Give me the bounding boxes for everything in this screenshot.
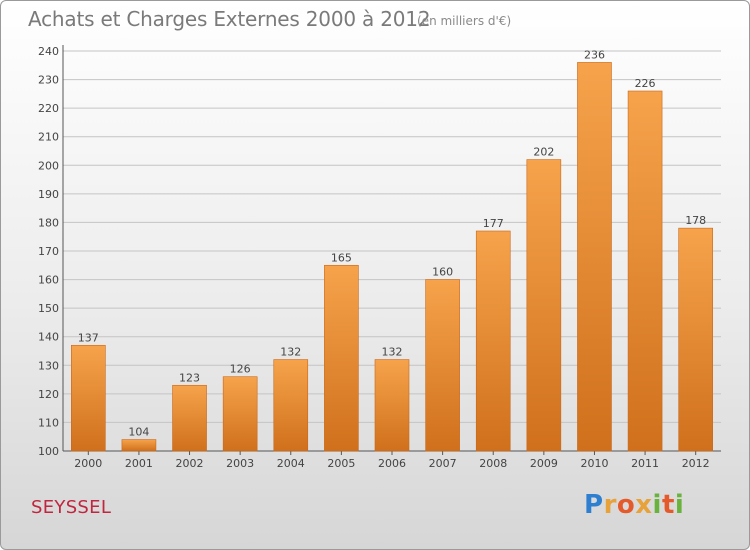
chart-subtitle: (en milliers d'€) [417,14,512,28]
x-tick-label-2011: 2011 [631,457,659,470]
value-label-2002: 123 [179,371,200,384]
y-tick-label: 160 [38,274,59,287]
bar-2011 [627,90,663,452]
value-label-2000: 137 [78,331,99,344]
value-label-2007: 160 [432,266,453,279]
value-label-2004: 132 [280,346,301,359]
value-label-2006: 132 [382,346,403,359]
value-label-2009: 202 [533,146,554,159]
x-tick-label-2005: 2005 [327,457,355,470]
y-tick-label: 230 [38,74,59,87]
x-tick-label-2006: 2006 [378,457,406,470]
chart-title: Achats et Charges Externes 2000 à 2012 [28,7,431,31]
bar-2012 [678,227,713,452]
value-label-2001: 104 [128,426,149,439]
bar-2002 [172,384,207,452]
x-tick-label-2000: 2000 [74,457,102,470]
x-tick-label-2009: 2009 [530,457,558,470]
y-tick-label: 100 [38,445,59,458]
y-tick-label: 120 [38,388,59,401]
y-tick-label: 210 [38,131,59,144]
bar-2004 [273,359,309,452]
y-tick-label: 130 [38,359,59,372]
bar-2000 [71,344,106,452]
x-tick-label-2012: 2012 [682,457,710,470]
x-tick-label-2007: 2007 [429,457,457,470]
value-label-2003: 126 [230,363,251,376]
y-tick-label: 220 [38,102,59,115]
x-tick-label-2002: 2002 [176,457,204,470]
y-tick-label: 200 [38,159,59,172]
x-tick-label-2010: 2010 [580,457,608,470]
bar-2003 [222,376,258,452]
brand-logo: Proxiti [584,490,685,520]
bar-2001 [121,439,157,452]
value-label-2012: 178 [685,214,706,227]
value-label-2010: 236 [584,48,605,61]
value-label-2005: 165 [331,251,352,264]
bar-2005 [324,264,359,452]
labels: 100 110 120 130 140 150 160 170 180 190 200 210 220 2… [38,45,710,470]
value-label-2011: 226 [635,77,656,90]
bar-2009 [526,159,562,452]
bar-2006 [374,359,410,452]
location-label: SEYSSEL [31,497,112,518]
x-tick-label-2003: 2003 [226,457,254,470]
y-tick-label: 190 [38,188,59,201]
y-tick-label: 140 [38,331,59,344]
y-tick-label: 180 [38,216,59,229]
y-tick-label: 240 [38,45,59,58]
value-label-2008: 177 [483,217,504,230]
x-tick-label-2001: 2001 [125,457,153,470]
bar-2007 [425,279,460,452]
bar-2008 [475,230,511,452]
x-tick-label-2004: 2004 [277,457,305,470]
y-tick-label: 110 [38,416,59,429]
x-tick-label-2008: 2008 [479,457,507,470]
y-tick-label: 150 [38,302,59,315]
y-tick-label: 170 [38,245,59,258]
bars [71,62,713,452]
bar-2010 [577,62,612,452]
